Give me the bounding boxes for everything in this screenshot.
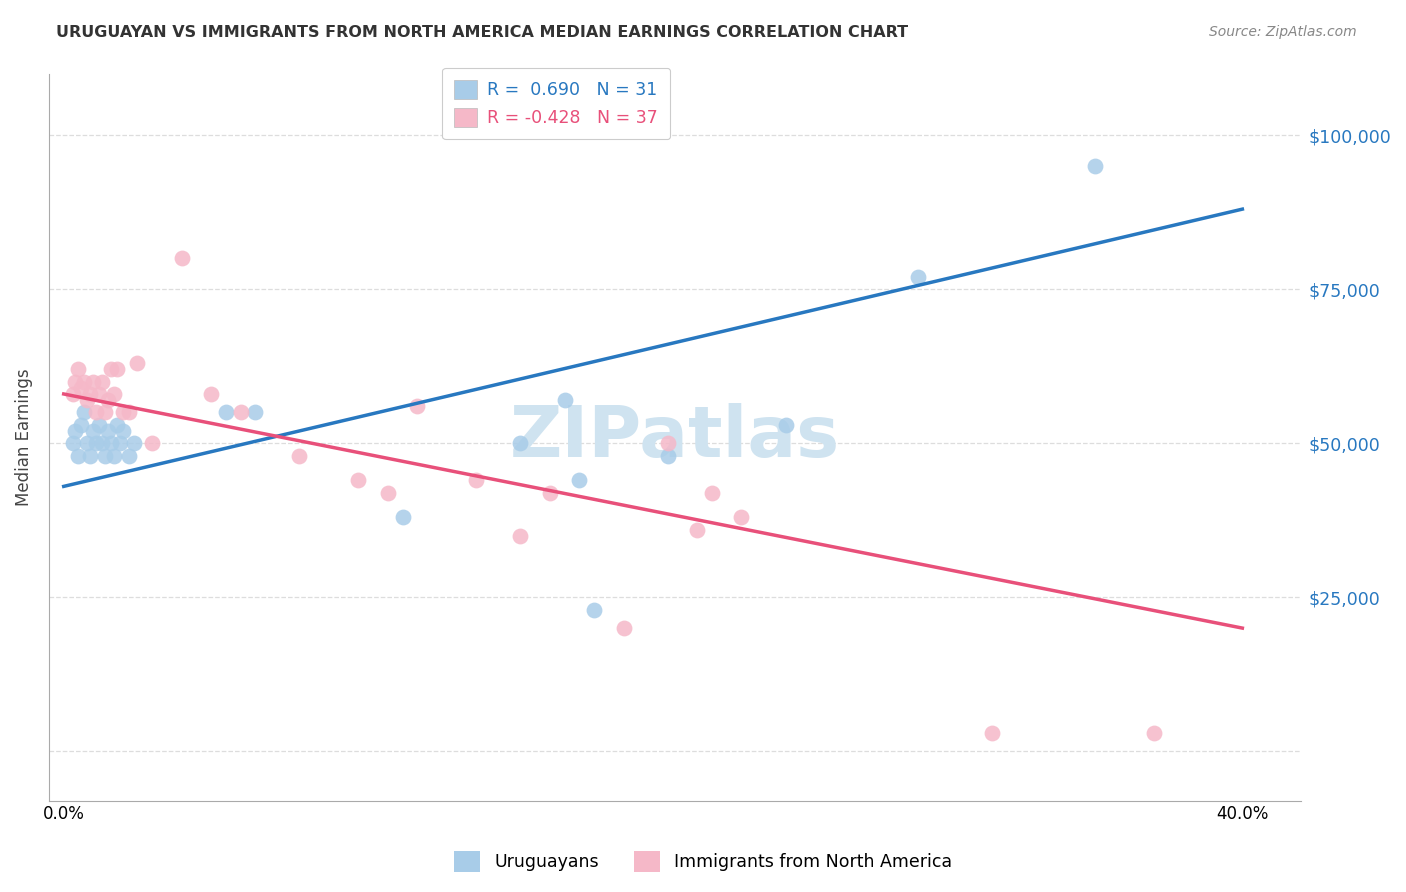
Point <box>538 485 561 500</box>
Legend: Uruguayans, Immigrants from North America: Uruguayans, Immigrants from North Americ… <box>447 844 959 879</box>
Point <box>730 510 752 524</box>
Point <box>215 405 238 419</box>
Point <box>79 387 101 401</box>
Point <box>700 485 723 500</box>
Point <box>111 405 134 419</box>
Point <box>97 424 120 438</box>
Point <box>1143 726 1166 740</box>
Point <box>406 399 429 413</box>
Point <box>124 436 146 450</box>
Point <box>97 393 120 408</box>
Point <box>62 387 84 401</box>
Point <box>613 621 636 635</box>
Point <box>108 436 131 450</box>
Point <box>94 449 117 463</box>
Point <box>245 405 267 419</box>
Point <box>103 449 125 463</box>
Legend: R =  0.690   N = 31, R = -0.428   N = 37: R = 0.690 N = 31, R = -0.428 N = 37 <box>441 68 671 139</box>
Point <box>288 449 311 463</box>
Point <box>568 473 591 487</box>
Point <box>583 602 606 616</box>
Point <box>103 387 125 401</box>
Point <box>347 473 370 487</box>
Point <box>65 424 87 438</box>
Point <box>657 436 679 450</box>
Point <box>65 375 87 389</box>
Point <box>62 436 84 450</box>
Point <box>100 362 122 376</box>
Point <box>67 362 90 376</box>
Point <box>391 510 413 524</box>
Point <box>73 405 96 419</box>
Point <box>87 387 110 401</box>
Point <box>775 417 797 432</box>
Point <box>1084 159 1107 173</box>
Point <box>70 417 93 432</box>
Point <box>170 252 193 266</box>
Point <box>91 436 114 450</box>
Point <box>509 436 531 450</box>
Point <box>117 449 139 463</box>
Text: Source: ZipAtlas.com: Source: ZipAtlas.com <box>1209 25 1357 39</box>
Point <box>87 417 110 432</box>
Point <box>657 449 679 463</box>
Point <box>141 436 163 450</box>
Point <box>73 375 96 389</box>
Point <box>91 375 114 389</box>
Point <box>907 269 929 284</box>
Text: URUGUAYAN VS IMMIGRANTS FROM NORTH AMERICA MEDIAN EARNINGS CORRELATION CHART: URUGUAYAN VS IMMIGRANTS FROM NORTH AMERI… <box>56 25 908 40</box>
Point <box>84 436 107 450</box>
Point <box>127 356 149 370</box>
Point <box>686 523 709 537</box>
Point <box>82 424 104 438</box>
Point <box>76 393 98 408</box>
Point <box>94 405 117 419</box>
Point <box>105 362 128 376</box>
Point <box>105 417 128 432</box>
Point <box>200 387 222 401</box>
Point <box>111 424 134 438</box>
Point <box>554 393 576 408</box>
Point <box>70 381 93 395</box>
Point <box>465 473 488 487</box>
Point <box>84 405 107 419</box>
Point <box>100 436 122 450</box>
Point <box>980 726 1002 740</box>
Point <box>76 436 98 450</box>
Point <box>79 449 101 463</box>
Text: ZIPatlas: ZIPatlas <box>510 402 841 472</box>
Point <box>509 529 531 543</box>
Point <box>117 405 139 419</box>
Point <box>67 449 90 463</box>
Point <box>229 405 252 419</box>
Point <box>82 375 104 389</box>
Point <box>377 485 399 500</box>
Y-axis label: Median Earnings: Median Earnings <box>15 368 32 506</box>
